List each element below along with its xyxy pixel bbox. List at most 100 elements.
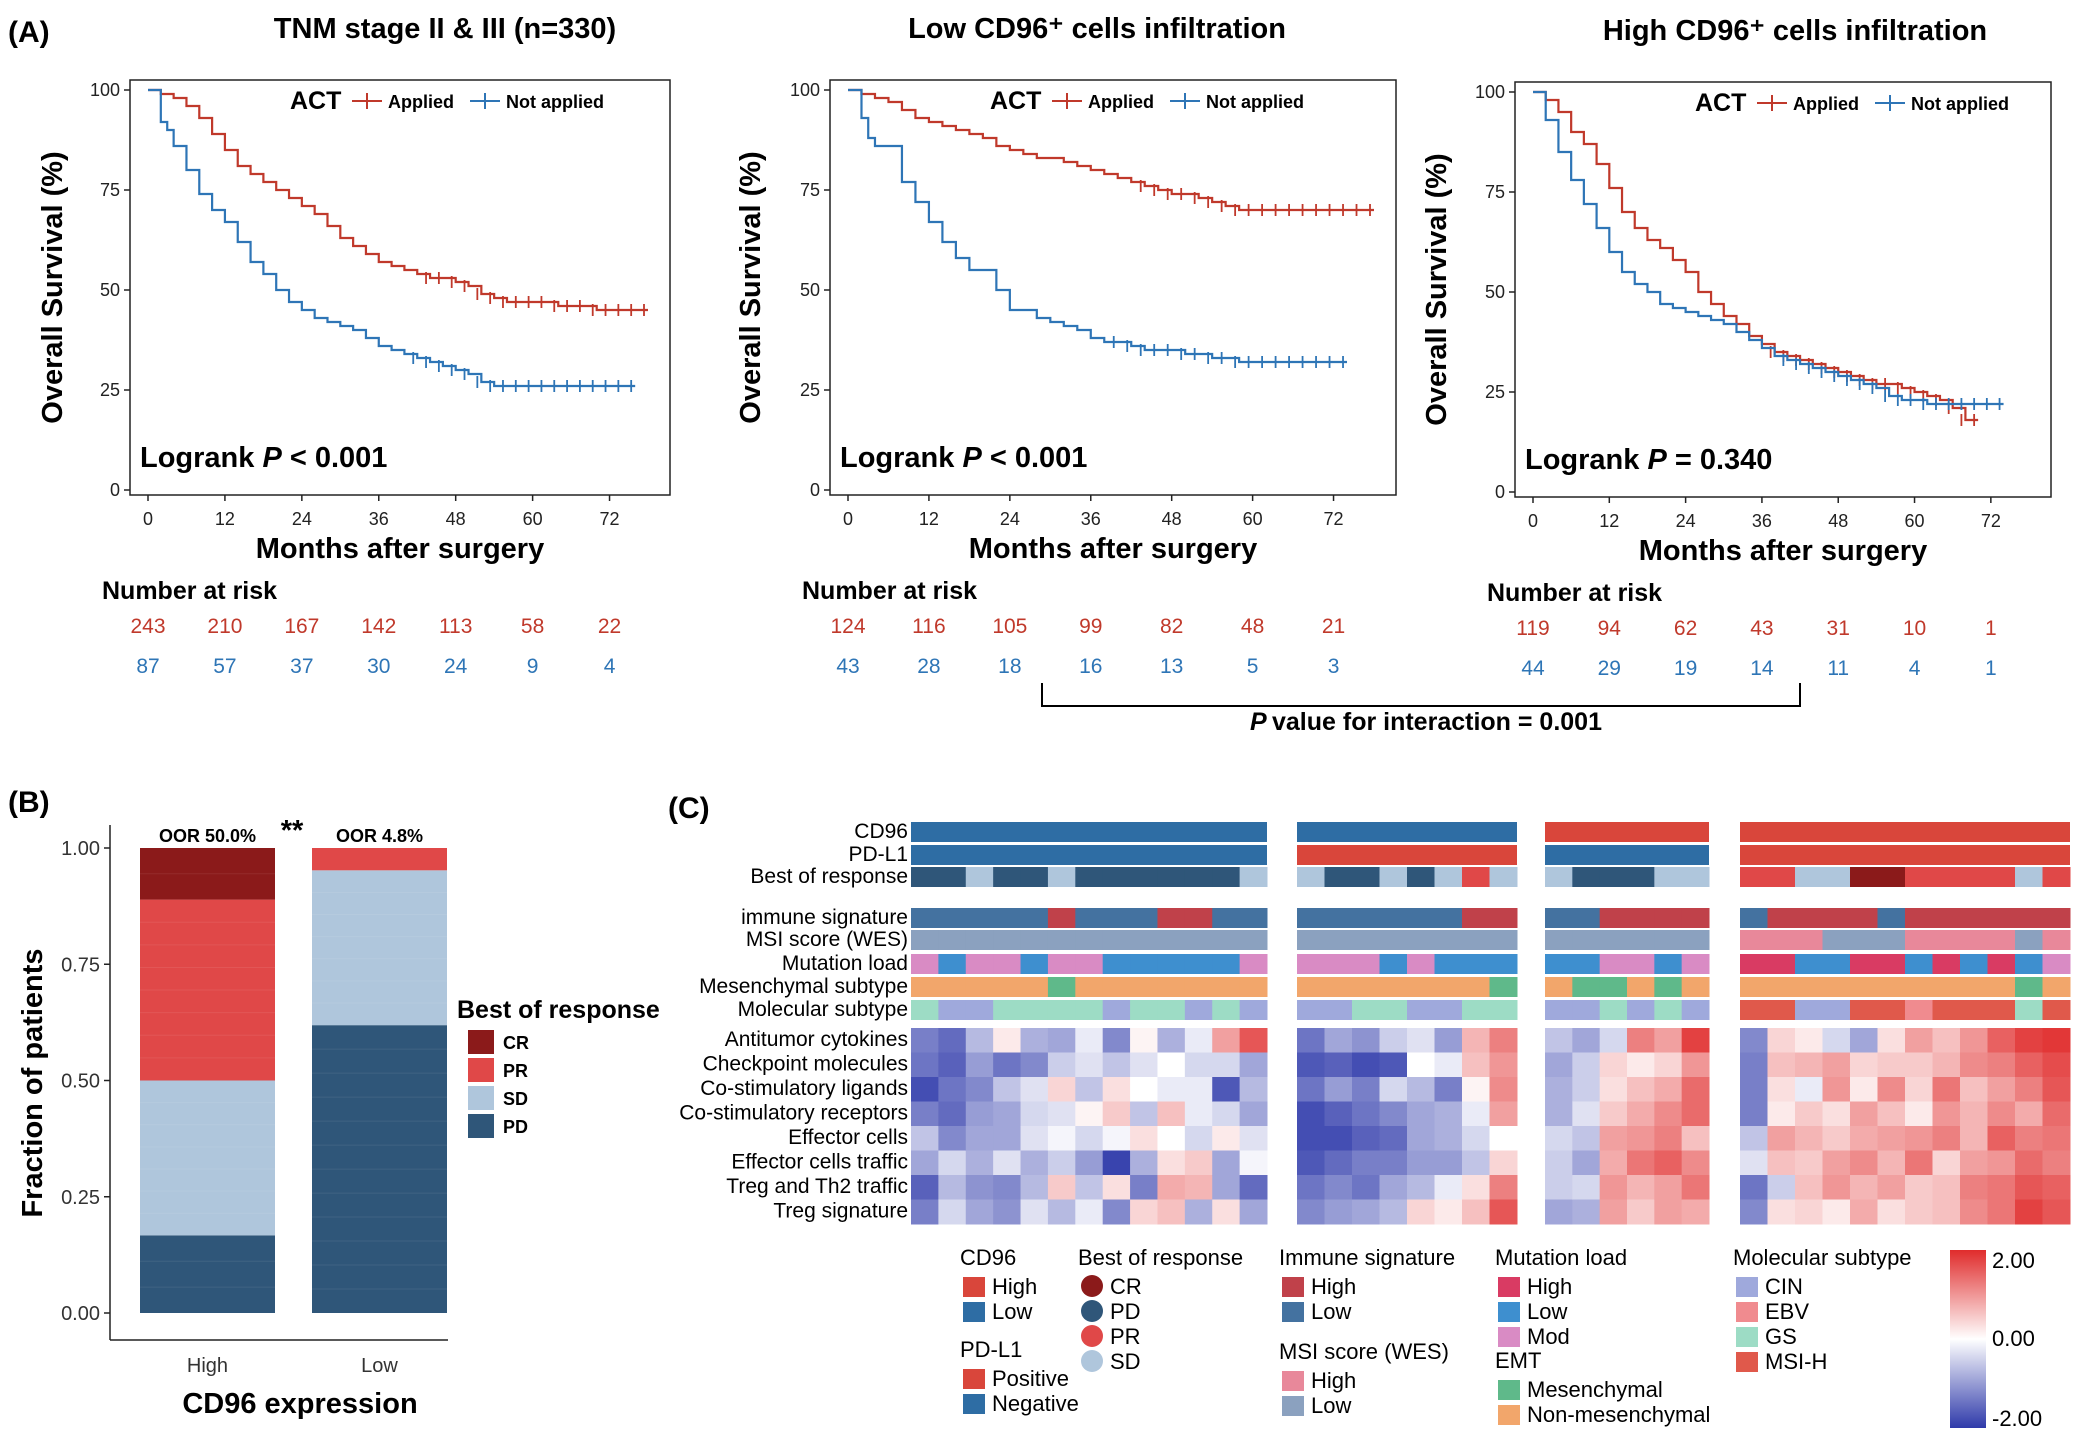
annotation-immune-cell: [1407, 908, 1435, 928]
annotation-mutation-cell: [993, 954, 1022, 974]
risk-applied-value: 82: [1160, 615, 1183, 638]
legend-label-immune: Low: [1311, 1299, 1351, 1324]
annotation-emt-cell: [938, 977, 967, 997]
legend-label-bor: PD: [1110, 1299, 1141, 1324]
heatmap-cell: [1324, 1199, 1353, 1225]
y-tick-label: 0.50: [61, 1071, 100, 1093]
annotation-mutation-cell: [1324, 954, 1353, 974]
annotation-immune-cell: [1184, 908, 1213, 928]
heatmap-cell: [1434, 1052, 1463, 1078]
heatmap-annotation-label: Best of response: [750, 865, 908, 888]
heatmap-cell: [1850, 1101, 1878, 1127]
y-tick-label: 75: [100, 180, 120, 200]
heatmap-cell: [1822, 1150, 1851, 1176]
heatmap-cell: [1654, 1052, 1683, 1078]
x-tick-label: Low: [361, 1355, 398, 1377]
annotation-msi-cell: [1102, 930, 1131, 950]
annotation-mutation-cell: [1297, 954, 1325, 974]
risk-applied-value: 58: [521, 615, 544, 638]
heatmap-cell: [1627, 1077, 1655, 1102]
heatmap-cell: [1681, 1126, 1710, 1151]
annotation-msi-cell: [911, 930, 939, 950]
bar-segment-cr: [140, 848, 275, 900]
legend-title-immune: Immune signature: [1279, 1245, 1455, 1270]
annotation-msi-cell: [1545, 930, 1573, 950]
heatmap-cell: [1075, 1175, 1104, 1200]
heatmap-cell: [1130, 1150, 1158, 1176]
x-tick-label: 0: [1528, 511, 1538, 531]
heatmap-annotation-label: Mutation load: [782, 952, 908, 975]
annotation-msi-cell: [938, 930, 967, 950]
heatmap-cell: [1795, 1150, 1823, 1176]
annotation-msi-cell: [1075, 930, 1104, 950]
heatmap-cell: [911, 1175, 939, 1200]
y-axis-title: Fraction of patients: [17, 948, 49, 1217]
heatmap-cell: [1654, 1101, 1683, 1127]
annotation-immune-cell: [2042, 908, 2071, 928]
heatmap-cell: [1599, 1028, 1628, 1053]
survival-curve-not-applied: [1533, 90, 2004, 406]
heatmap-cell: [1545, 1199, 1573, 1225]
annotation-msi-cell: [1599, 930, 1628, 950]
bar-segment-pd: [312, 1025, 447, 1313]
annotation-immune-cell: [1627, 908, 1655, 928]
y-tick-label: 0: [110, 480, 120, 500]
heatmap-cell: [1767, 1052, 1796, 1078]
heatmap-cell: [1212, 1126, 1241, 1151]
heatmap-cell: [1905, 1101, 1933, 1127]
annotation-response-cell: [1545, 867, 1573, 887]
legend-title-mutation: Mutation load: [1495, 1245, 1627, 1270]
heatmap-cell: [1462, 1028, 1490, 1053]
annotation-molecular-cell: [1075, 1000, 1104, 1020]
annotation-immune-cell: [1324, 908, 1353, 928]
annotation-immune-cell: [1599, 908, 1628, 928]
annotation-emt-cell: [1434, 977, 1463, 997]
heatmap-cell: [1352, 1175, 1380, 1200]
bar-segment-pd: [140, 1235, 275, 1313]
heatmap-cell: [1599, 1175, 1628, 1200]
annotation-molecular-cell: [1184, 1000, 1213, 1020]
heatmap-cell: [1850, 1126, 1878, 1151]
x-tick-label: 0: [143, 509, 153, 529]
heatmap-cell: [1239, 1199, 1268, 1225]
heatmap-cell: [1075, 1199, 1104, 1225]
annotation-immune-cell: [1740, 908, 1768, 928]
annotation-response-cell: [1932, 867, 1961, 887]
heatmap-cell: [1932, 1077, 1961, 1102]
x-axis-title: Months after surgery: [256, 533, 544, 565]
annotation-molecular-cell: [1960, 1000, 1988, 1020]
heatmap-cell: [1352, 1126, 1380, 1151]
annotation-immune-cell: [1877, 908, 1906, 928]
heatmap-cell: [1379, 1175, 1408, 1200]
heatmap-cell: [965, 1101, 994, 1127]
heatmap-row-label: Co-stimulatory receptors: [679, 1102, 908, 1125]
heatmap-cell: [1075, 1126, 1104, 1151]
legend-title-msi: MSI score (WES): [1279, 1339, 1449, 1364]
heatmap-row-label: Treg signature: [773, 1200, 908, 1223]
heatmap-cell: [938, 1175, 967, 1200]
heatmap-cell: [1489, 1101, 1518, 1127]
y-axis-title: Overall Survival (%): [735, 151, 767, 423]
annotation-immune-cell: [1795, 908, 1823, 928]
legend-label-emt: Non-mesenchymal: [1527, 1402, 1710, 1427]
annotation-mutation-cell: [1877, 954, 1906, 974]
heatmap-cell: [1850, 1028, 1878, 1053]
annotation-msi-cell: [965, 930, 994, 950]
annotation-immune-cell: [1960, 908, 1988, 928]
annotation-immune-cell: [965, 908, 994, 928]
legend-title: ACT: [290, 87, 341, 115]
annotation-molecular-cell: [1379, 1000, 1408, 1020]
heatmap-cell: [1324, 1175, 1353, 1200]
heatmap-cell: [1654, 1028, 1683, 1053]
heatmap-cell: [1297, 1150, 1325, 1176]
heatmap-cell: [1212, 1101, 1241, 1127]
annotation-immune-cell: [1654, 908, 1683, 928]
risk-applied-value: 43: [1750, 617, 1773, 640]
heatmap-cell: [1407, 1052, 1435, 1078]
heatmap-cell: [1407, 1150, 1435, 1176]
legend-swatch-emt: [1498, 1380, 1520, 1400]
survival-curve-applied: [1533, 90, 1979, 422]
heatmap-cell: [1324, 1126, 1353, 1151]
risk-applied-value: 210: [207, 615, 242, 638]
risk-not-applied-value: 3: [1328, 655, 1340, 678]
